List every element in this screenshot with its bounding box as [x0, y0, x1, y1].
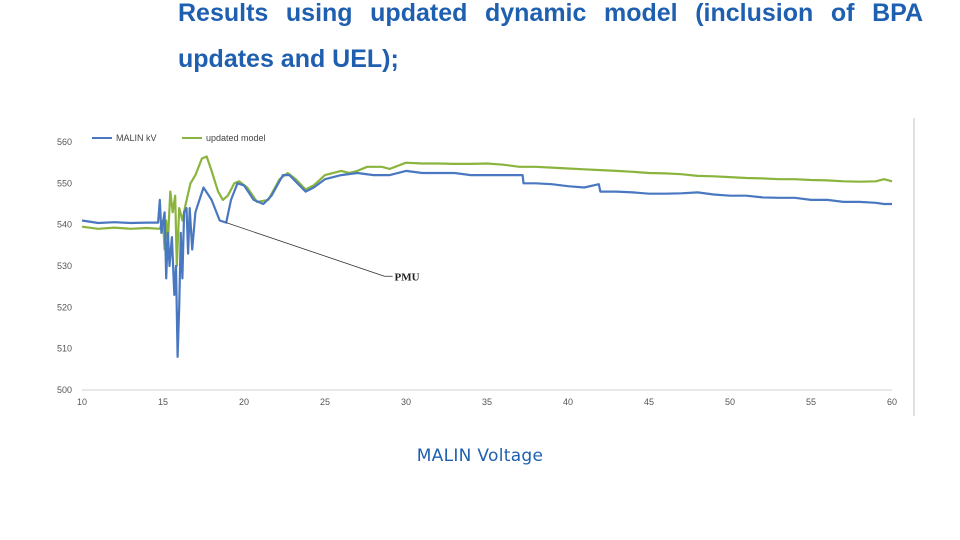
pmu-annotation: PMU [226, 222, 420, 283]
y-tick-label: 540 [57, 220, 72, 230]
y-tick-label: 520 [57, 302, 72, 312]
series-line-updated-model [81, 155, 893, 268]
legend: MALIN kV updated model [92, 133, 266, 143]
chart-caption: MALIN Voltage [416, 446, 544, 466]
x-tick-label: 30 [401, 397, 411, 407]
y-tick-label: 500 [57, 385, 72, 395]
annotation-line [226, 222, 385, 277]
x-axis: 10 15 20 25 30 35 40 45 50 55 60 [77, 389, 897, 407]
chart-svg: 500 510 520 530 540 550 560 10 15 20 25 30 35 40 45 50… [57, 118, 915, 416]
legend-label: updated model [206, 133, 266, 143]
x-tick-label: 10 [77, 397, 87, 407]
series-line-malin-kv [81, 169, 892, 358]
annotation-label-pmu: PMU [395, 271, 420, 283]
x-tick-label: 50 [725, 397, 735, 407]
plot-area [81, 155, 893, 358]
x-tick-label: 35 [482, 397, 492, 407]
y-tick-label: 550 [57, 178, 72, 188]
x-tick-label: 45 [644, 397, 654, 407]
voltage-chart: 500 510 520 530 540 550 560 10 15 20 25 30 35 40 45 50… [40, 118, 920, 418]
y-tick-label: 510 [57, 344, 72, 354]
x-tick-label: 25 [320, 397, 330, 407]
x-tick-label: 20 [239, 397, 249, 407]
x-tick-label: 15 [158, 397, 168, 407]
legend-label: MALIN kV [116, 133, 157, 143]
x-tick-label: 40 [563, 397, 573, 407]
slide-title: Results using updated dynamic model (inc… [178, 0, 923, 73]
y-axis: 500 510 520 530 540 550 560 [57, 137, 72, 395]
y-tick-label: 530 [57, 261, 72, 271]
x-tick-label: 55 [806, 397, 816, 407]
y-tick-label: 560 [57, 137, 72, 147]
x-tick-label: 60 [887, 397, 897, 407]
